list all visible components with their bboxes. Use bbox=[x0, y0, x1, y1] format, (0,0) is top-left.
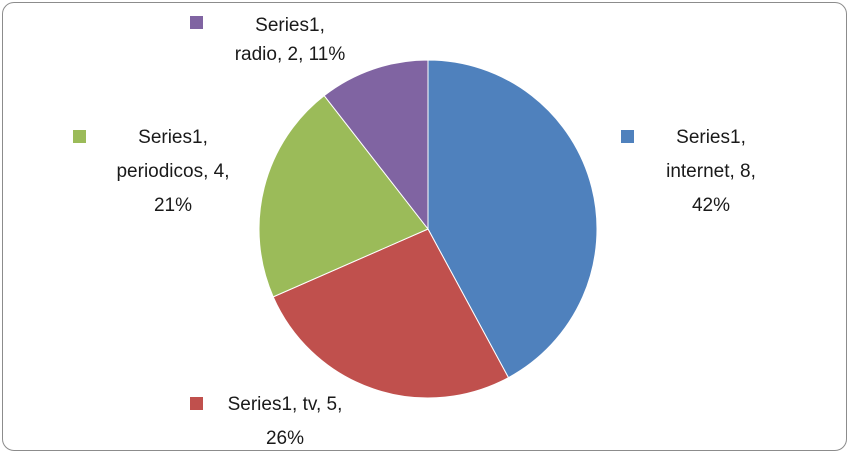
data-label-line: Series1, bbox=[138, 127, 208, 148]
data-label-line: Series1, bbox=[676, 127, 746, 148]
legend-key-internet bbox=[621, 130, 634, 143]
pie-slice-radio bbox=[323, 59, 429, 231]
data-label-internet: Series1, internet, 8, 42% bbox=[621, 127, 756, 216]
data-label-line: 21% bbox=[154, 195, 192, 216]
pie-slice-internet bbox=[427, 59, 598, 379]
legend-key-radio bbox=[190, 16, 203, 29]
data-label-line: 42% bbox=[692, 195, 730, 216]
data-label-line: Series1, bbox=[255, 15, 325, 36]
data-label-line: Series1, tv, 5, bbox=[228, 394, 343, 415]
legend-key-tv bbox=[190, 397, 203, 410]
data-label-line: periodicos, 4, bbox=[116, 161, 229, 182]
data-labels: Series1, internet, 8, 42% Series1, tv, 5, 26… bbox=[73, 15, 756, 449]
data-label-periodicos: Series1, periodicos, 4, 21% bbox=[73, 127, 230, 216]
pie-slice-periodicos bbox=[258, 94, 429, 298]
data-label-radio: Series1, radio, 2, 11% bbox=[190, 15, 345, 65]
data-label-line: internet, 8, bbox=[666, 161, 756, 182]
data-label-tv: Series1, tv, 5, 26% bbox=[190, 394, 342, 449]
legend-key-periodicos bbox=[73, 130, 86, 143]
data-label-line: radio, 2, 11% bbox=[235, 44, 346, 65]
data-label-line: 26% bbox=[266, 428, 304, 449]
pie-slices bbox=[258, 59, 598, 399]
